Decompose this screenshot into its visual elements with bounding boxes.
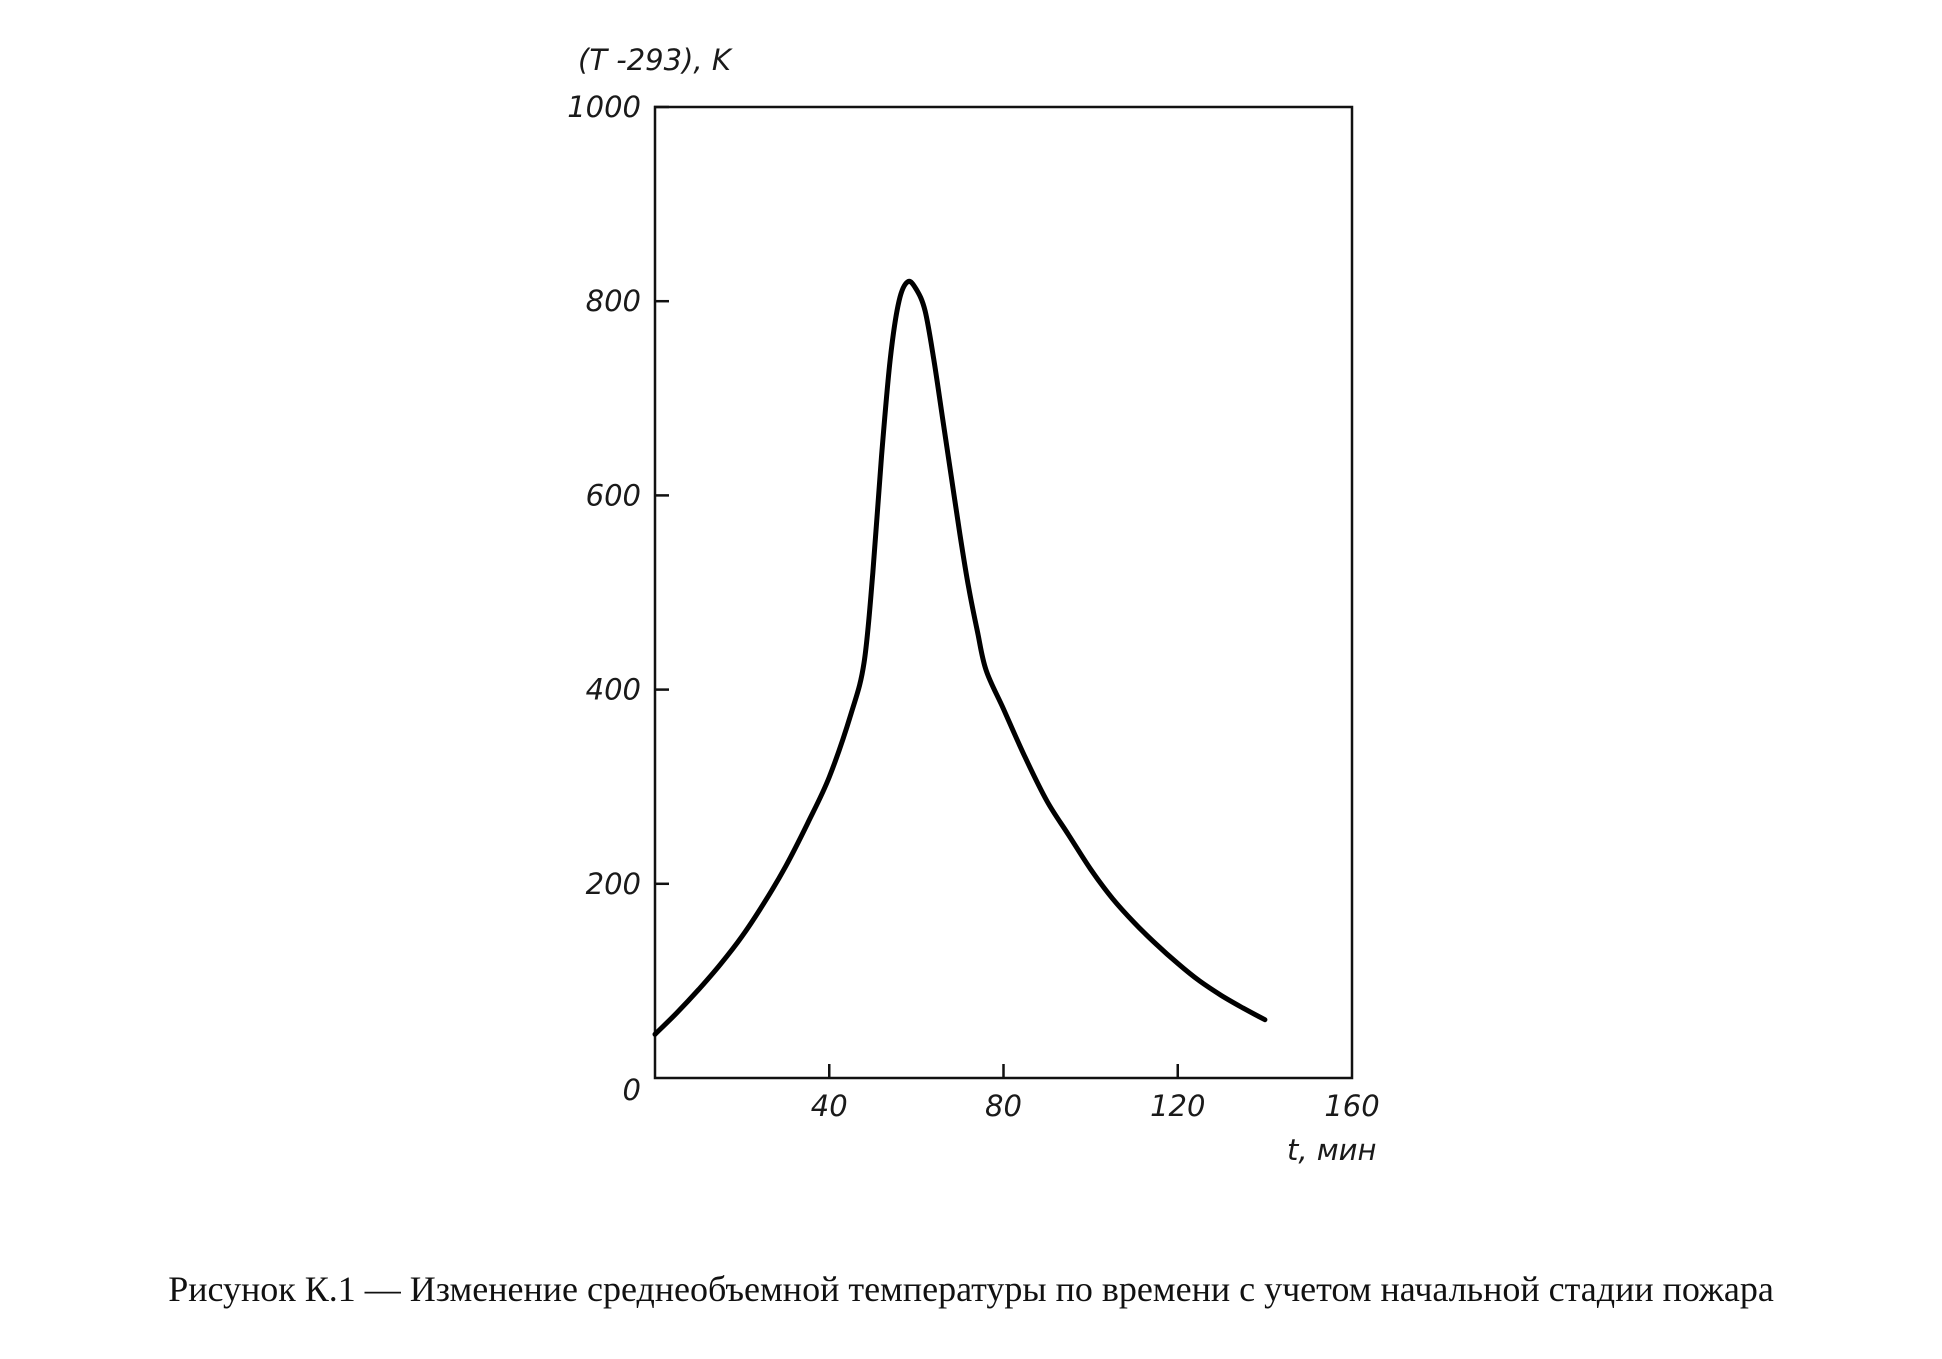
- series-group: [652, 278, 1268, 1037]
- x-tick-label: 160: [1324, 1089, 1379, 1123]
- x-tick-label: 120: [1150, 1089, 1205, 1123]
- x-tick-label: 80: [985, 1089, 1022, 1123]
- x-axis-ticks: 40 80 120 160: [811, 1064, 1380, 1123]
- figure-caption: Рисунок К.1 — Изменение среднеобъемной т…: [168, 1269, 1774, 1309]
- plot-frame: [653, 105, 1354, 1080]
- x-axis-label: t, мин: [1287, 1133, 1377, 1167]
- y-tick-label: 1000: [567, 90, 641, 124]
- x-tick-label: 40: [811, 1089, 848, 1123]
- y-axis-ticks: 0 200 400 600 800 1000: [567, 90, 669, 1107]
- y-tick-label: 0: [623, 1073, 641, 1107]
- y-tick-label: 800: [586, 284, 641, 318]
- series-line: [652, 278, 1268, 1037]
- y-axis-label: (T -293), K: [578, 43, 733, 77]
- y-tick-label: 200: [586, 867, 641, 901]
- y-tick-label: 400: [586, 673, 641, 707]
- y-tick-label: 600: [586, 478, 641, 512]
